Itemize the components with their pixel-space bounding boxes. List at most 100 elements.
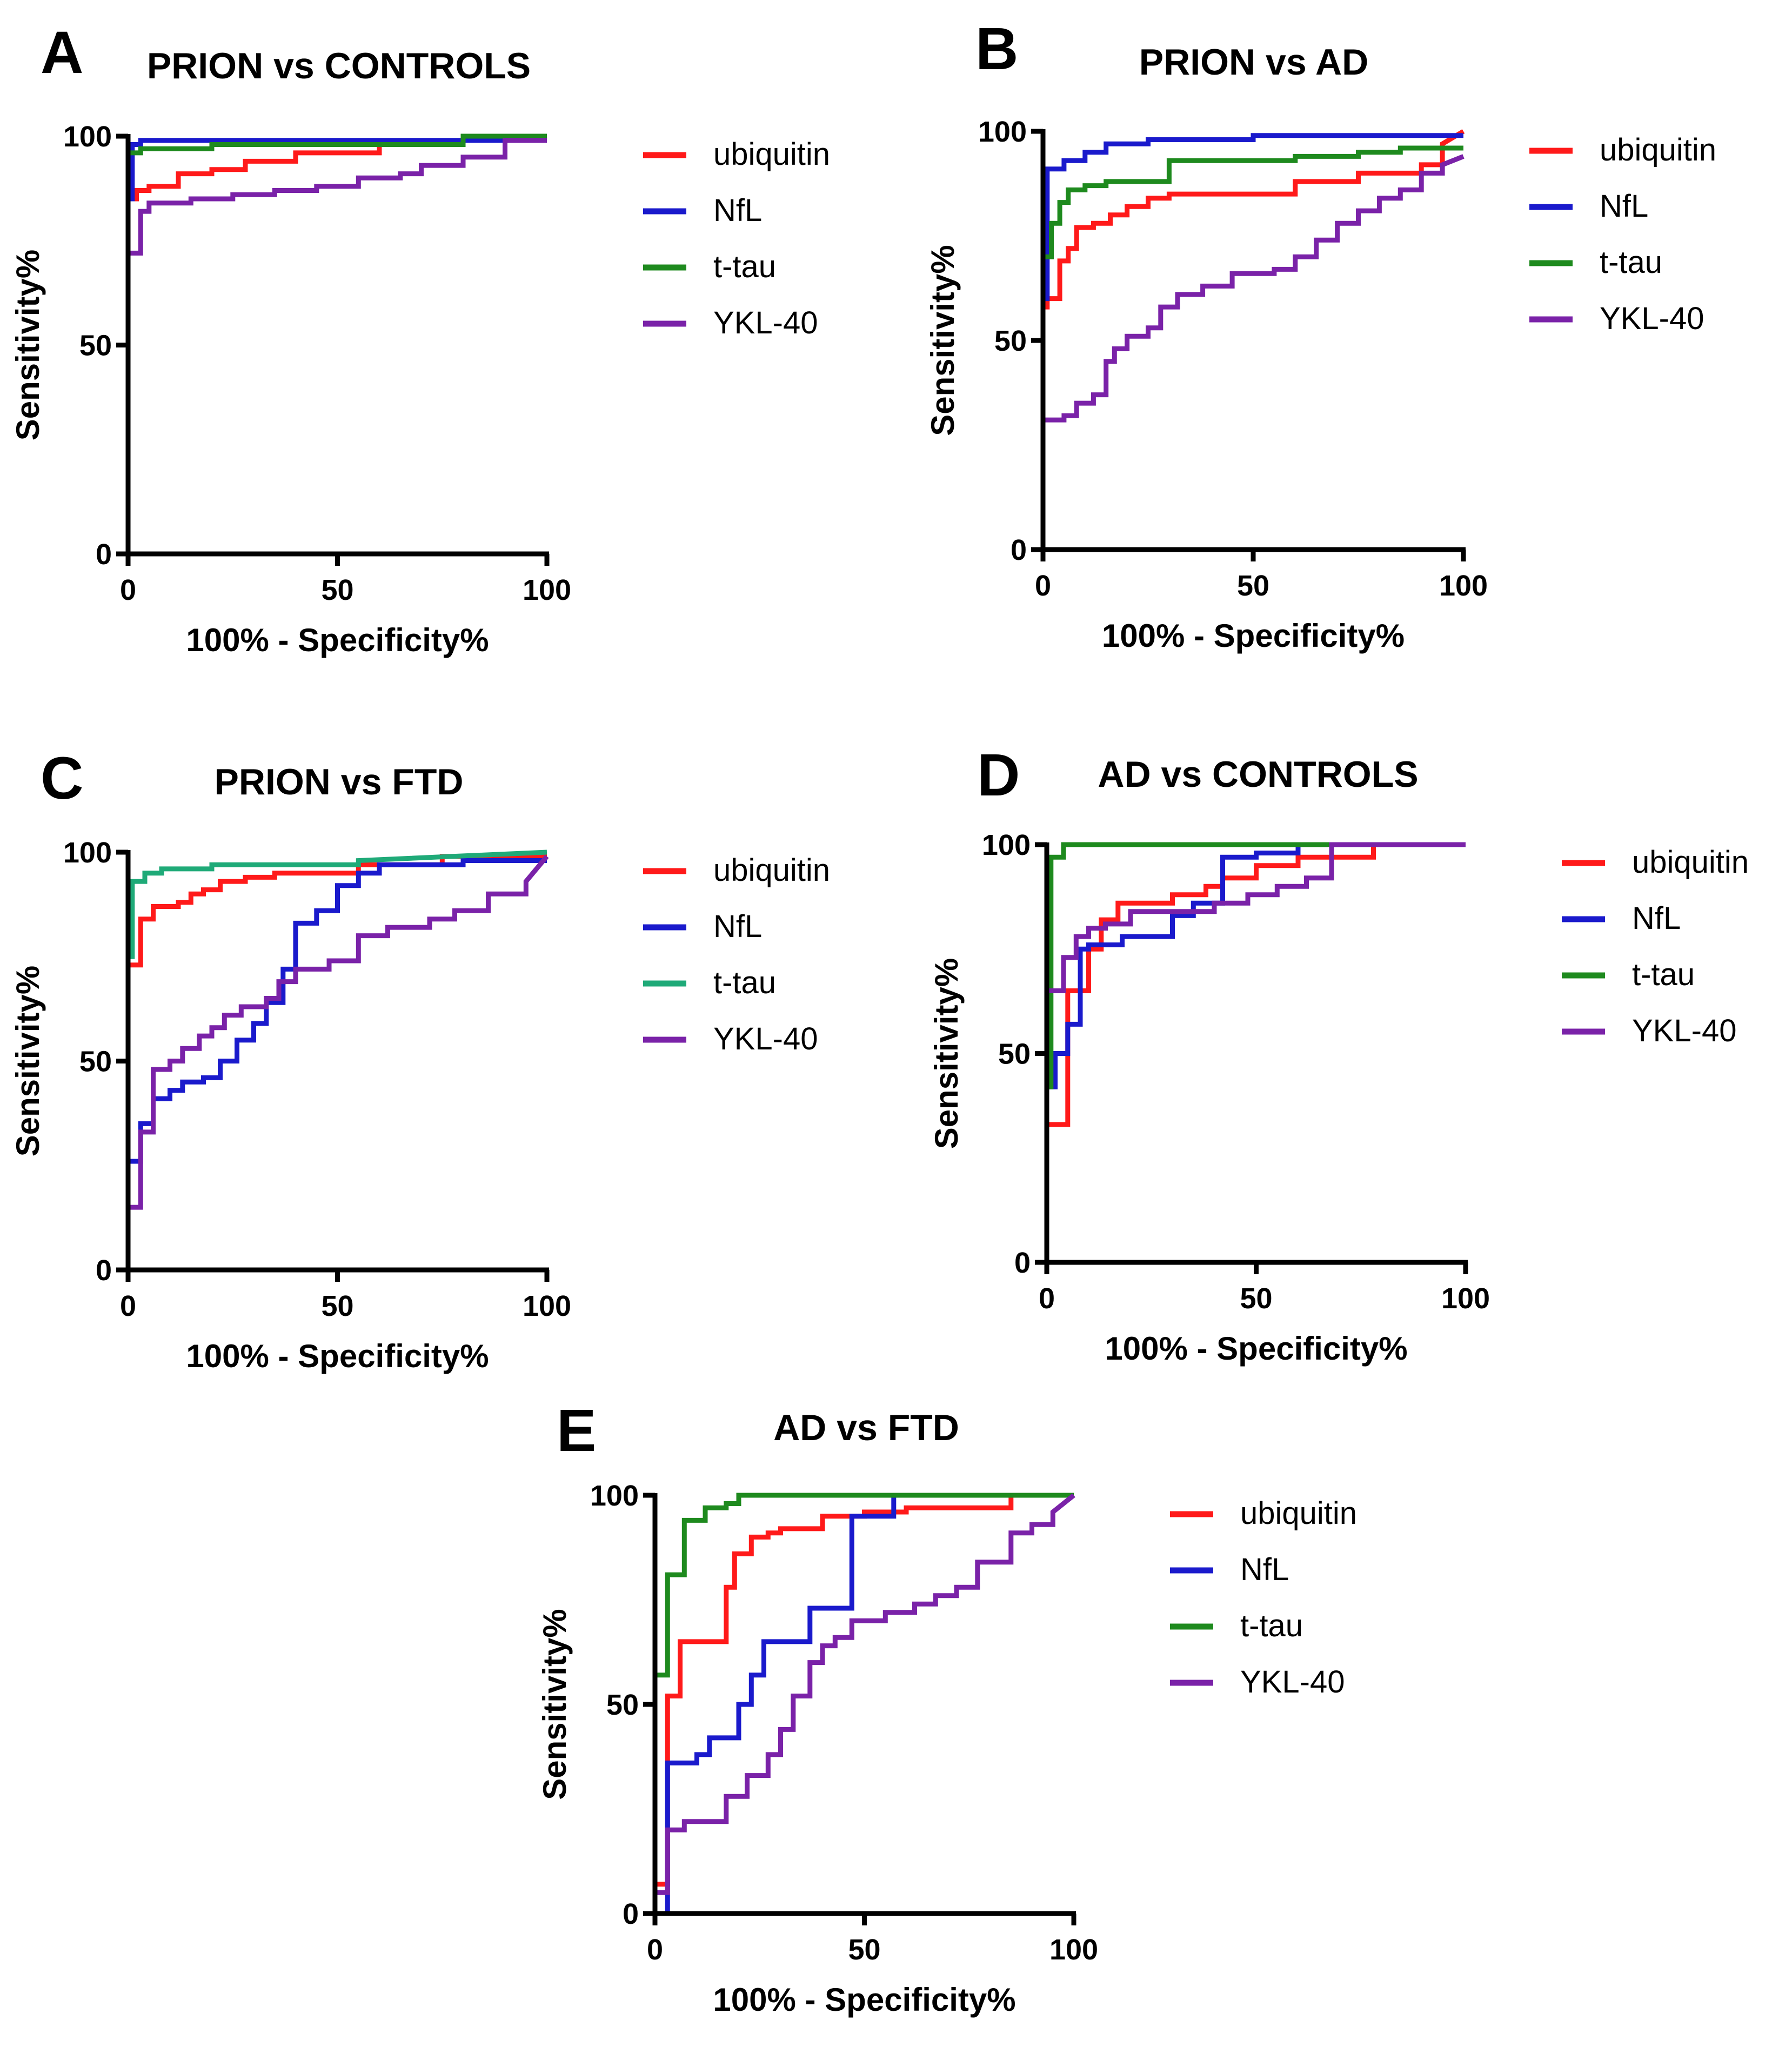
roc-curve-ubiquitin	[125, 133, 547, 554]
panel-letter: C	[41, 745, 83, 812]
y-tick-label: 100	[590, 1480, 639, 1512]
legend: ubiquitin NfL t-tau YKL-40	[1170, 1496, 1357, 1700]
series-group	[1040, 129, 1465, 550]
legend-label: ubiquitin	[1240, 1496, 1357, 1531]
panel-e: E AD vs FTD 0 50 100 0 50 100 100% - Specificity…	[537, 1397, 1357, 2018]
roc-curve-ykl-40	[652, 1493, 1075, 1914]
panel-title: AD vs FTD	[773, 1407, 959, 1448]
legend-label: NfL	[713, 909, 762, 944]
x-axis-label: 100% - Specificity%	[713, 1982, 1015, 2018]
legend-label: t-tau	[1632, 957, 1695, 992]
x-tick-label: 0	[647, 1934, 663, 1966]
y-tick-label: 50	[79, 1046, 112, 1078]
roc-curve-ubiquitin	[125, 854, 547, 1270]
roc-curve-ubiquitin	[1040, 129, 1465, 550]
series-group	[652, 1493, 1075, 1916]
y-tick-label: 0	[1014, 1247, 1031, 1279]
x-tick-label: 50	[848, 1934, 880, 1966]
y-tick-label: 0	[623, 1898, 639, 1930]
roc-curve-ykl-40	[1044, 842, 1466, 1262]
panel-c: C PRION vs FTD 0 50 100 0 50 100 100% - Specific…	[10, 745, 830, 1374]
legend-label: ubiquitin	[1632, 845, 1749, 880]
y-axis-label: Sensitivity%	[928, 958, 965, 1149]
legend-label: YKL-40	[1240, 1664, 1345, 1700]
series-group	[125, 849, 549, 1270]
roc-curve-ubiquitin	[652, 1493, 1074, 1914]
panel-title: AD vs CONTROLS	[1098, 754, 1418, 795]
x-tick-label: 100	[1049, 1934, 1098, 1966]
y-axis-label: Sensitivity%	[537, 1609, 573, 1800]
panel-letter: A	[41, 19, 83, 86]
x-tick-label: 100	[1441, 1282, 1490, 1315]
panel-title: PRION vs FTD	[215, 761, 464, 802]
x-axis-label: 100% - Specificity%	[1102, 618, 1405, 654]
roc-curve-ykl-40	[1040, 154, 1465, 550]
panel-title: PRION vs CONTROLS	[147, 45, 531, 86]
x-tick-label: 100	[523, 1290, 571, 1322]
y-tick-label: 50	[606, 1689, 639, 1721]
panel-d: D AD vs CONTROLS 0 50 100 0 50 100 100% - Specif…	[928, 742, 1749, 1367]
legend-label: ubiquitin	[713, 853, 830, 888]
roc-curve-nfl	[1044, 842, 1466, 1262]
legend-label: YKL-40	[713, 1021, 818, 1056]
panel-b: B PRION vs AD 0 50 100 0 50 100 100% - Specifici…	[925, 16, 1716, 654]
legend-label: ubiquitin	[713, 137, 830, 172]
legend-label: t-tau	[713, 965, 776, 1000]
legend-label: NfL	[1632, 901, 1681, 936]
x-tick-label: 50	[321, 1290, 353, 1322]
panel-a: A PRION vs CONTROLS 0 50 100 0 50 100 100% - Spe…	[10, 19, 830, 658]
roc-curve-ykl-40	[125, 138, 547, 554]
x-tick-label: 50	[1240, 1282, 1272, 1315]
roc-curve-ykl-40	[125, 854, 549, 1270]
y-axis-label: Sensitivity%	[10, 250, 46, 440]
roc-curve-nfl	[655, 1493, 1074, 1916]
roc-curve-t-tau	[652, 1493, 1074, 1914]
legend-label: YKL-40	[1632, 1013, 1736, 1048]
x-axis-label: 100% - Specificity%	[186, 1338, 489, 1374]
y-tick-label: 100	[982, 829, 1031, 861]
legend-label: t-tau	[1240, 1608, 1303, 1643]
x-axis-label: 100% - Specificity%	[186, 622, 489, 658]
roc-curve-nfl	[125, 858, 547, 1270]
y-tick-label: 50	[994, 325, 1027, 357]
y-tick-label: 100	[978, 116, 1027, 148]
x-tick-label: 50	[1237, 570, 1269, 602]
legend-label: NfL	[1600, 189, 1648, 224]
legend-label: ubiquitin	[1600, 132, 1716, 168]
y-tick-label: 100	[63, 837, 112, 869]
y-tick-label: 0	[96, 538, 112, 571]
y-axis-label: Sensitivity%	[10, 966, 46, 1156]
legend-label: t-tau	[713, 249, 776, 284]
x-tick-label: 0	[1039, 1282, 1055, 1315]
series-group	[125, 133, 547, 554]
legend: ubiquitin NfL t-tau YKL-40	[643, 137, 830, 340]
legend: ubiquitin NfL t-tau YKL-40	[643, 853, 830, 1056]
y-tick-label: 0	[96, 1254, 112, 1287]
legend: ubiquitin NfL t-tau YKL-40	[1529, 132, 1716, 336]
x-tick-label: 0	[1035, 570, 1051, 602]
panel-letter: D	[977, 742, 1020, 808]
panel-letter: B	[975, 16, 1018, 82]
panel-title: PRION vs AD	[1139, 42, 1368, 83]
y-axis-label: Sensitivity%	[925, 245, 961, 436]
roc-curve-t-tau	[1040, 145, 1463, 550]
x-tick-label: 50	[321, 574, 353, 606]
roc-curve-t-tau	[125, 133, 547, 554]
legend-label: NfL	[1240, 1552, 1289, 1587]
roc-curve-t-tau	[125, 849, 547, 1270]
y-tick-label: 50	[998, 1038, 1031, 1071]
legend-label: YKL-40	[713, 305, 818, 340]
panel-letter: E	[557, 1397, 596, 1464]
legend-label: t-tau	[1600, 245, 1662, 280]
legend: ubiquitin NfL t-tau YKL-40	[1562, 845, 1749, 1048]
y-tick-label: 100	[63, 121, 112, 153]
legend-label: NfL	[713, 193, 762, 228]
x-tick-label: 100	[1439, 570, 1488, 602]
x-axis-label: 100% - Specificity%	[1105, 1330, 1407, 1367]
x-tick-label: 0	[120, 1290, 136, 1322]
y-tick-label: 0	[1011, 534, 1027, 566]
x-tick-label: 100	[523, 574, 571, 606]
y-tick-label: 50	[79, 330, 112, 362]
